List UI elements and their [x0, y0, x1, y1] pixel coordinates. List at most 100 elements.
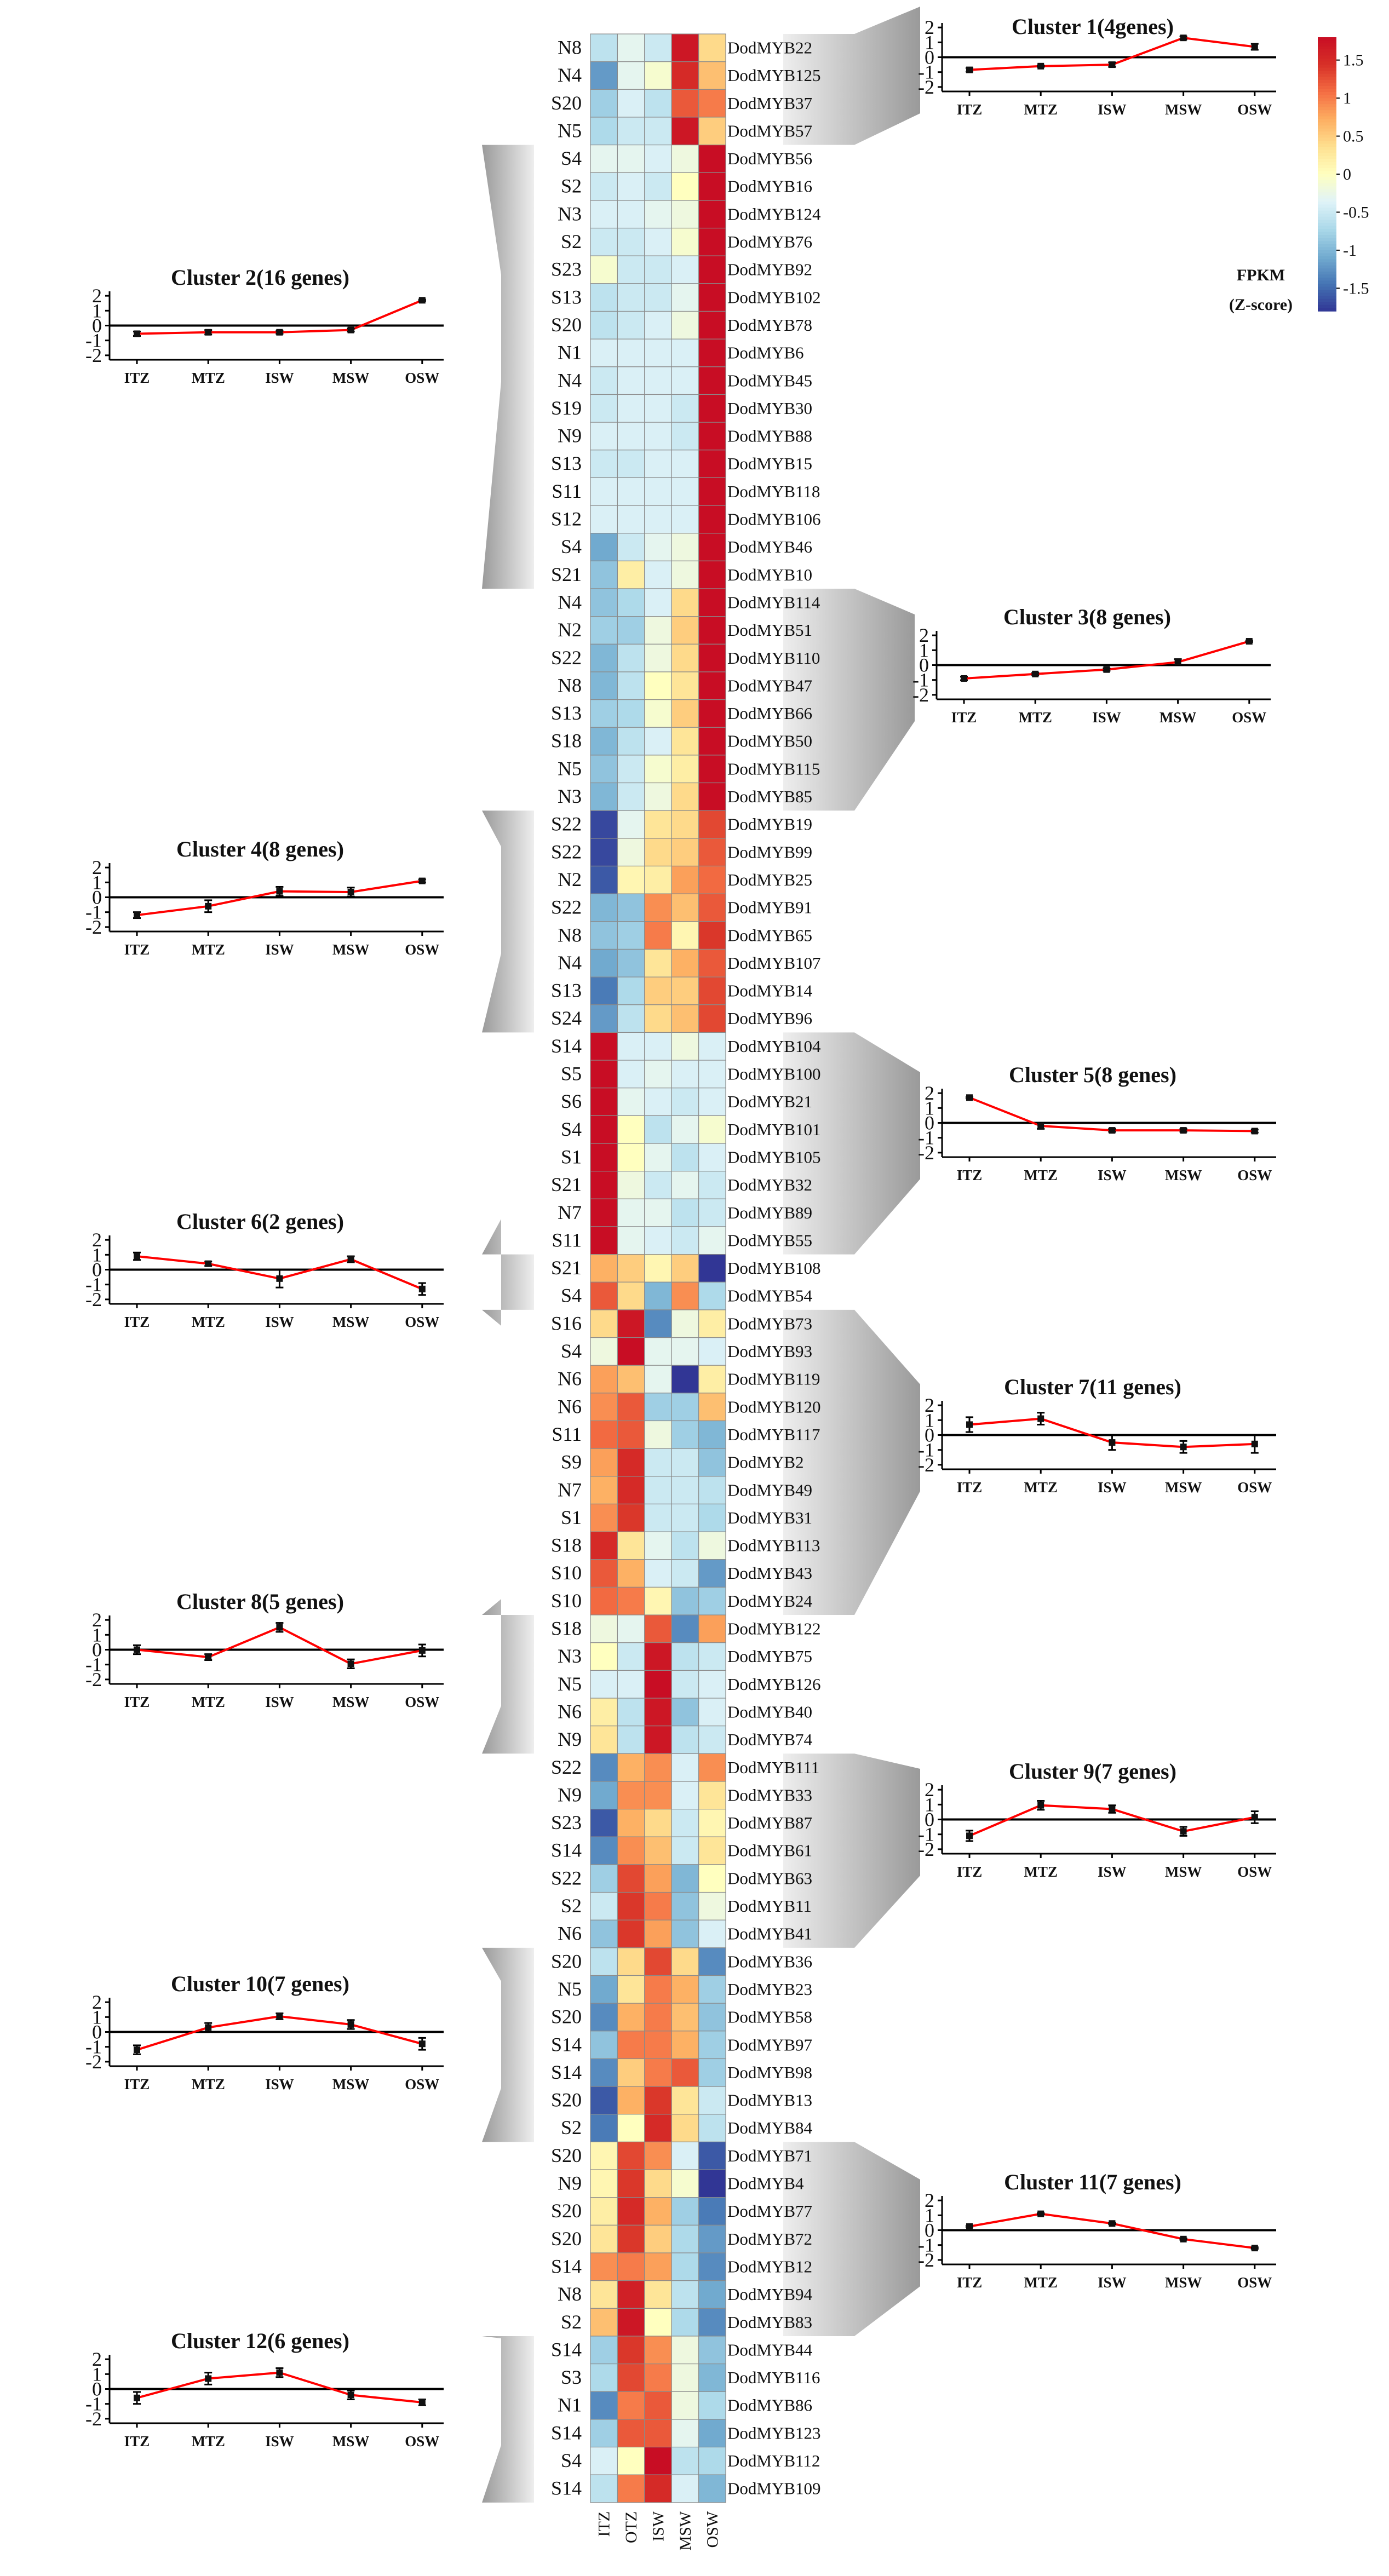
- y-tick-label: 1: [92, 1624, 102, 1646]
- heatmap-cell: [698, 2141, 726, 2170]
- heatmap-cell: [590, 311, 618, 340]
- gene-label: DodMYB112: [727, 2451, 820, 2470]
- series-line: [136, 299, 423, 335]
- heatmap-cell: [644, 2336, 672, 2365]
- gene-label: DodMYB13: [727, 2091, 812, 2110]
- heatmap-cell: [590, 505, 618, 534]
- heatmap-cell: [644, 921, 672, 950]
- y-tick-label: 2: [919, 624, 929, 646]
- cluster-title: Cluster 6(2 genes): [176, 1209, 344, 1234]
- x-tick-label: MTZ: [191, 2076, 225, 2092]
- heatmap-cell: [617, 2446, 645, 2475]
- heatmap-cell: [644, 727, 672, 756]
- heatmap-cell: [671, 1809, 699, 1837]
- heatmap-cell: [590, 2446, 618, 2475]
- sample-label: S22: [551, 1756, 582, 1778]
- x-tick-label: MSW: [332, 1314, 370, 1330]
- data-point: [966, 1094, 973, 1101]
- heatmap-cell: [671, 1781, 699, 1810]
- y-tick-label: 1: [92, 871, 102, 893]
- heatmap-cell: [644, 976, 672, 1005]
- x-tick-label: MTZ: [191, 370, 225, 386]
- heatmap-cell: [617, 1171, 645, 1199]
- heatmap-cell: [644, 1559, 672, 1588]
- heatmap-cell: [671, 227, 699, 256]
- x-tick-label: ISW: [265, 941, 294, 958]
- heatmap-cell: [671, 865, 699, 894]
- heatmap-cell: [617, 1947, 645, 1976]
- heatmap-cell: [590, 1947, 618, 1976]
- heatmap-cell: [671, 505, 699, 534]
- y-tick-label: 0: [925, 47, 934, 68]
- heatmap-cell: [698, 1781, 726, 1810]
- legend-swatch: [1318, 256, 1336, 260]
- heatmap-cell: [698, 2446, 726, 2475]
- y-tick-label: -1: [918, 1127, 934, 1149]
- heatmap-cell: [617, 865, 645, 894]
- heatmap-cell: [590, 33, 618, 62]
- gene-label: DodMYB36: [727, 1952, 812, 1971]
- data-point: [1037, 1415, 1044, 1422]
- legend-swatch: [1318, 198, 1336, 202]
- legend-swatch: [1318, 253, 1336, 257]
- legend-swatch: [1318, 77, 1336, 81]
- heatmap-cell: [644, 948, 672, 978]
- data-point: [276, 329, 283, 336]
- x-tick-label: ISW: [265, 2076, 294, 2092]
- heatmap-cell: [644, 1420, 672, 1449]
- legend-swatch: [1318, 259, 1336, 263]
- heatmap-cell: [698, 727, 726, 756]
- gene-label: DodMYB102: [727, 288, 821, 307]
- y-tick-label: -1: [918, 2234, 934, 2256]
- heatmap-cell: [644, 172, 672, 201]
- gene-label: DodMYB96: [727, 1009, 812, 1028]
- sample-label: S20: [551, 92, 582, 114]
- gene-label: DodMYB14: [727, 981, 813, 1001]
- sample-label: S12: [551, 508, 582, 530]
- gene-label: DodMYB54: [727, 1286, 813, 1306]
- heatmap-cell: [671, 366, 699, 395]
- sample-label: S2: [561, 1895, 582, 1917]
- gene-label: DodMYB91: [727, 898, 812, 917]
- legend-swatch: [1318, 302, 1336, 306]
- heatmap-cell: [617, 422, 645, 451]
- heatmap-cell: [644, 1919, 672, 1948]
- heatmap-cell: [590, 117, 618, 146]
- legend-swatch: [1318, 220, 1336, 223]
- cluster-title: Cluster 1(4genes): [1012, 14, 1174, 39]
- heatmap-cell: [671, 200, 699, 229]
- legend-swatch: [1318, 49, 1336, 53]
- x-tick-label: MTZ: [191, 1694, 225, 1710]
- legend-swatch: [1318, 265, 1336, 269]
- heatmap-cell: [590, 255, 618, 284]
- gene-label: DodMYB106: [727, 510, 821, 529]
- heatmap-cell: [644, 1531, 672, 1560]
- x-tick-label: ITZ: [951, 709, 977, 726]
- legend-swatch: [1318, 43, 1336, 47]
- heatmap-cell: [644, 422, 672, 451]
- legend-swatch: [1318, 131, 1336, 135]
- heatmap-cell: [698, 1753, 726, 1782]
- heatmap-cell: [617, 2336, 645, 2365]
- heatmap-cell: [671, 1614, 699, 1643]
- heatmap-cell: [671, 117, 699, 146]
- x-tick-label: ISW: [1098, 1479, 1127, 1496]
- heatmap-cell: [698, 33, 726, 62]
- gene-label: DodMYB101: [727, 1120, 821, 1139]
- sample-label: S18: [551, 1534, 582, 1556]
- heatmap-cell: [590, 1726, 618, 1754]
- heatmap-cell: [644, 117, 672, 146]
- legend-swatch: [1318, 284, 1336, 288]
- heatmap-cell: [671, 2336, 699, 2365]
- heatmap-cell: [617, 227, 645, 256]
- sample-label: N4: [558, 369, 582, 391]
- heatmap-cell: [671, 338, 699, 367]
- heatmap-cell: [671, 810, 699, 839]
- legend-swatch: [1318, 292, 1336, 297]
- gene-label: DodMYB83: [727, 2313, 812, 2332]
- y-tick-label: 1: [925, 1409, 934, 1431]
- sample-label: N4: [558, 591, 582, 613]
- y-tick-label: -1: [85, 2393, 102, 2415]
- data-point: [1109, 1127, 1116, 1134]
- heatmap-cell: [617, 283, 645, 312]
